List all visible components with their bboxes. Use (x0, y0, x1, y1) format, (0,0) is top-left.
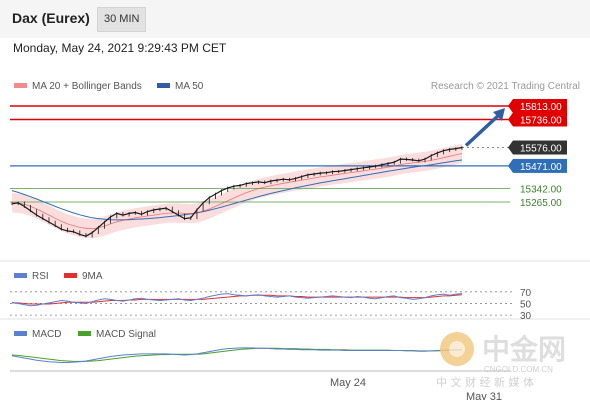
legend-label-rsi: RSI (32, 271, 49, 282)
timestamp: Monday, May 24, 2021 9:29:43 PM CET (13, 41, 227, 55)
x-tick-label: May 31 (466, 391, 502, 400)
target-arrow-head (493, 108, 505, 121)
legend-swatch-rsi (14, 273, 27, 278)
legend-label-rsi-ma: 9MA (82, 271, 103, 282)
level-badge-resistance (513, 99, 567, 113)
legend-swatch-macd-signal (78, 331, 91, 336)
macd-line (11, 347, 463, 363)
level-badge-pointer (508, 99, 513, 113)
price-series (11, 146, 463, 238)
rsi-tick-label: 50 (520, 299, 532, 310)
legend-label-macd-signal: MACD Signal (96, 329, 156, 340)
level-badge-pointer (508, 158, 513, 173)
macd-panel (11, 347, 463, 363)
watermark-site: CNGOLD.COM.CN (484, 365, 553, 374)
level-badge-current (513, 140, 567, 155)
cngold-watermark: 中金网 CNGOLD.COM.CN 中 文 财 经 新 媒 体 (436, 332, 566, 389)
level-label: 15471.00 (520, 162, 562, 173)
instrument-title: Dax (Eurex) (12, 10, 90, 26)
target-arrow (464, 108, 505, 147)
x-tick-label: May 24 (330, 377, 366, 389)
price-levels (10, 105, 510, 203)
level-label: 15736.00 (520, 115, 562, 126)
level-label: 15265.00 (520, 198, 562, 209)
watermark-logo-core (449, 341, 465, 357)
target-arrow-shaft (464, 112, 502, 147)
legend-label-ma50: MA 50 (175, 81, 204, 92)
level-label: 15813.00 (520, 102, 562, 113)
legend-swatch-ma20 (14, 83, 27, 88)
legend-swatch-ma50 (157, 83, 170, 88)
level-badge-resistance (513, 112, 567, 127)
chart-canvas: MA 20 + Bollinger Bands MA 50 Research ©… (0, 62, 590, 400)
legend-label-ma20: MA 20 + Bollinger Bands (32, 81, 142, 92)
price-line (11, 146, 463, 237)
rsi-line (11, 293, 463, 307)
legend-swatch-rsi-ma (64, 273, 77, 278)
watermark-name: 中金网 (482, 333, 566, 366)
level-label: 15576.00 (520, 144, 562, 155)
ma20-line (11, 153, 463, 230)
level-badge-pointer (508, 112, 513, 127)
legend-swatch-macd (14, 331, 27, 336)
rsi-tick-label: 30 (520, 311, 532, 322)
rsi-tick-label: 70 (520, 288, 532, 299)
ma50-line (11, 159, 463, 221)
research-credit: Research © 2021 Trading Central (431, 81, 580, 92)
level-badge-pointer (508, 140, 513, 155)
watermark-slogan: 中 文 财 经 新 媒 体 (436, 375, 534, 389)
level-badge-pivot (513, 158, 567, 173)
level-labels: 15813.00 15736.00 15576.00 15471.00 15342.00… (508, 99, 567, 209)
legend-label-macd: MACD (32, 329, 61, 340)
header-bar: Dax (Eurex) 30 MIN (0, 0, 590, 38)
level-label: 15342.00 (520, 185, 562, 196)
interval-button[interactable]: 30 MIN (97, 7, 147, 32)
